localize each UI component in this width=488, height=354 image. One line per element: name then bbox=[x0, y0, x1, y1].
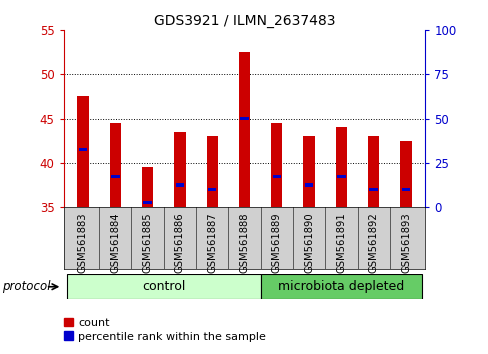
Bar bbox=[77, 96, 88, 207]
Bar bbox=[400, 141, 411, 207]
Title: GDS3921 / ILMN_2637483: GDS3921 / ILMN_2637483 bbox=[153, 14, 335, 28]
Text: GSM561886: GSM561886 bbox=[175, 212, 184, 273]
Bar bbox=[79, 148, 87, 151]
Text: GSM561884: GSM561884 bbox=[110, 212, 120, 273]
Bar bbox=[304, 183, 313, 187]
Bar bbox=[207, 188, 216, 191]
Bar bbox=[401, 188, 409, 191]
Legend: count, percentile rank within the sample: count, percentile rank within the sample bbox=[59, 314, 270, 346]
Text: control: control bbox=[142, 280, 185, 293]
Bar bbox=[335, 127, 346, 207]
Bar bbox=[260, 274, 421, 299]
Bar bbox=[272, 175, 281, 178]
Text: GSM561883: GSM561883 bbox=[78, 212, 88, 273]
Text: GSM561889: GSM561889 bbox=[271, 212, 281, 273]
Bar bbox=[174, 132, 185, 207]
Text: GSM561892: GSM561892 bbox=[368, 212, 378, 273]
Bar bbox=[109, 123, 121, 207]
Bar bbox=[271, 123, 282, 207]
Text: GSM561893: GSM561893 bbox=[400, 212, 410, 273]
Bar bbox=[111, 175, 119, 178]
Text: protocol: protocol bbox=[2, 280, 51, 293]
Bar bbox=[67, 274, 260, 299]
Text: GSM561890: GSM561890 bbox=[304, 212, 313, 273]
Bar bbox=[337, 175, 345, 178]
Bar bbox=[367, 136, 379, 207]
Bar bbox=[303, 136, 314, 207]
Bar bbox=[143, 201, 151, 204]
Bar bbox=[175, 183, 184, 187]
Text: GSM561887: GSM561887 bbox=[207, 212, 217, 273]
Bar bbox=[240, 117, 248, 120]
Bar bbox=[142, 167, 153, 207]
Text: GSM561885: GSM561885 bbox=[142, 212, 152, 273]
Bar bbox=[206, 136, 217, 207]
Bar bbox=[369, 188, 377, 191]
Bar bbox=[238, 52, 250, 207]
Text: microbiota depleted: microbiota depleted bbox=[278, 280, 404, 293]
Text: GSM561891: GSM561891 bbox=[336, 212, 346, 273]
Text: GSM561888: GSM561888 bbox=[239, 212, 249, 273]
